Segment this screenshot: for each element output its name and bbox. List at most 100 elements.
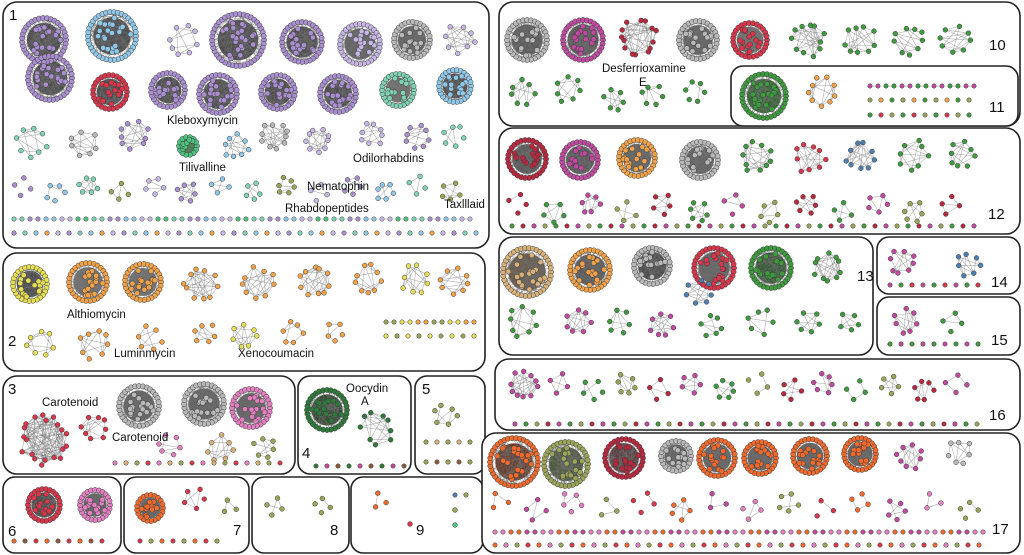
network-edge <box>111 82 117 108</box>
network-edge <box>408 265 414 292</box>
network-edge <box>318 129 324 153</box>
network-edge <box>443 132 456 147</box>
network-edge <box>233 15 248 29</box>
network-edge <box>264 125 277 149</box>
network-edge <box>159 75 184 98</box>
network-edge <box>194 330 209 342</box>
network-edge <box>188 25 198 45</box>
network-edge <box>246 274 274 293</box>
network-edge <box>176 27 179 55</box>
network-edge <box>191 274 216 276</box>
network-edge <box>35 29 43 48</box>
network-edge <box>409 32 430 45</box>
panel-9-frame <box>350 476 484 554</box>
network-edge <box>26 331 42 346</box>
network-edge <box>69 272 89 279</box>
network-edge <box>204 270 219 287</box>
network-edge <box>337 89 356 96</box>
network-edge <box>445 36 476 43</box>
network-edge <box>406 140 424 147</box>
network-edge <box>127 123 149 130</box>
network-edge <box>404 264 417 278</box>
network-edge <box>450 183 456 200</box>
network-edge <box>296 37 322 40</box>
network-edge <box>248 329 255 346</box>
network-edge <box>385 79 405 100</box>
network-edge <box>412 21 420 44</box>
network-edge <box>370 264 375 291</box>
network-edge <box>361 129 381 141</box>
network-edge <box>309 133 326 149</box>
network-edge <box>408 265 428 275</box>
network-edge <box>355 281 375 291</box>
network-edge <box>309 133 329 137</box>
network-edge <box>445 36 468 47</box>
network-edge <box>457 268 464 291</box>
network-edge <box>421 274 428 293</box>
network-edge <box>410 127 427 131</box>
network-edge <box>37 80 42 99</box>
network-edge <box>452 69 471 90</box>
network-edge <box>218 21 232 58</box>
network-edge <box>79 132 82 156</box>
network-edge <box>186 269 197 288</box>
network-edge <box>453 275 467 295</box>
network-edge <box>141 341 163 347</box>
network-edge <box>305 271 328 274</box>
network-edge <box>355 265 366 283</box>
network-edge <box>35 34 56 45</box>
network-edge <box>368 280 382 293</box>
network-edge <box>233 335 257 340</box>
network-edge <box>229 138 242 155</box>
network-edge <box>445 70 461 85</box>
network-edge <box>176 27 196 32</box>
network-edge <box>448 32 472 48</box>
network-edge <box>16 128 34 139</box>
network-edge <box>406 130 427 142</box>
network-edge <box>145 187 164 190</box>
network-edge <box>16 133 43 139</box>
network-edge <box>147 274 160 300</box>
network-edge <box>229 138 249 150</box>
network-edge <box>132 266 140 286</box>
network-edge <box>71 138 91 154</box>
network-edge <box>361 139 381 144</box>
network-edge <box>404 27 417 46</box>
network-edge <box>195 269 211 298</box>
network-edge <box>122 138 146 144</box>
network-edge <box>362 129 381 133</box>
network-edge <box>129 128 149 150</box>
network-edge <box>193 270 205 299</box>
network-edge <box>309 129 324 150</box>
network-edge <box>297 28 321 50</box>
network-edge <box>186 287 205 299</box>
network-edge <box>294 45 322 61</box>
network-edge <box>169 31 196 41</box>
network-edge <box>355 281 369 293</box>
network-edge <box>322 129 326 149</box>
network-edge <box>25 29 40 54</box>
network-edge <box>48 31 65 48</box>
network-edge <box>357 272 378 276</box>
network-edge <box>269 131 288 147</box>
network-edge <box>181 184 194 199</box>
network-edge <box>35 32 58 61</box>
network-edge <box>93 85 112 105</box>
network-edge <box>80 132 97 149</box>
network-edge <box>241 329 255 347</box>
network-edge <box>244 274 274 279</box>
network-edge <box>71 145 91 154</box>
network-edge <box>226 28 230 56</box>
network-edge <box>404 277 422 293</box>
network-edge <box>176 27 190 53</box>
network-edge <box>193 269 197 299</box>
network-edge <box>138 336 154 350</box>
network-edge <box>47 32 66 45</box>
network-edge <box>414 139 429 149</box>
network-edge <box>216 54 255 61</box>
network-edge <box>241 324 244 347</box>
network-edge <box>245 271 265 293</box>
network-edge <box>23 130 32 158</box>
network-edge <box>272 125 277 149</box>
